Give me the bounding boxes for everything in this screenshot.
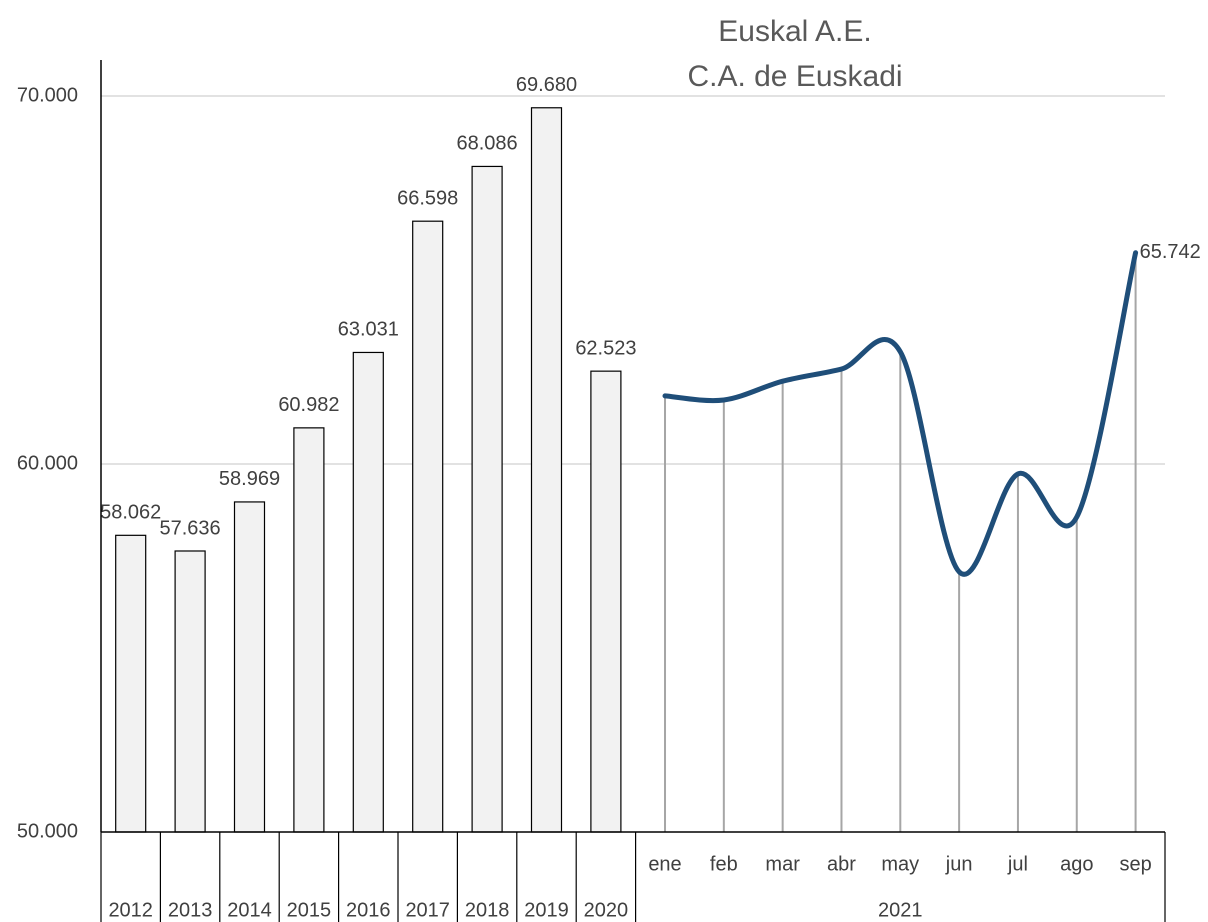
data-label: 57.636: [160, 517, 221, 539]
line-series: [662, 250, 1139, 577]
data-label: 65.742: [1140, 241, 1201, 263]
bar: [530, 107, 563, 833]
bar: [233, 501, 266, 833]
bar: [115, 534, 147, 833]
x-tick-label: 2017: [405, 899, 450, 921]
data-label: 60.982: [278, 394, 339, 416]
bar: [174, 550, 206, 833]
x-tick-label: 2019: [524, 899, 569, 921]
bar: [471, 165, 503, 833]
group-label: 2021: [878, 899, 923, 921]
data-label: 68.086: [457, 133, 518, 155]
x-tick-label: ago: [1060, 853, 1093, 875]
x-tick-label: abr: [827, 853, 856, 875]
data-label: 69.680: [516, 74, 577, 96]
bar: [293, 427, 325, 833]
x-tick-label: mar: [765, 853, 800, 875]
x-tick-label: jun: [945, 853, 973, 875]
x-tick-label: 2013: [168, 899, 213, 921]
data-label: 63.031: [338, 319, 399, 341]
x-tick-label: jul: [1007, 853, 1028, 875]
chart-title: Euskal A.E.: [718, 15, 871, 48]
bar: [590, 370, 622, 833]
x-tick-label: 2016: [346, 899, 391, 921]
bar: [352, 351, 384, 833]
y-tick-label: 60.000: [17, 452, 78, 474]
x-tick-label: 2012: [108, 899, 153, 921]
x-tick-label: may: [881, 853, 919, 875]
x-tick-label: feb: [710, 853, 738, 875]
data-label: 58.062: [100, 502, 161, 524]
data-label: 62.523: [575, 337, 636, 359]
x-tick-label: sep: [1119, 853, 1151, 875]
x-tick-label: ene: [648, 853, 681, 875]
x-tick-label: 2018: [465, 899, 510, 921]
data-label: 66.598: [397, 187, 458, 209]
chart-subtitle: C.A. de Euskadi: [687, 60, 902, 93]
data-label: 58.969: [219, 468, 280, 490]
y-tick-label: 50.000: [17, 820, 78, 842]
x-tick-label: 2014: [227, 899, 272, 921]
x-tick-label: 2015: [287, 899, 332, 921]
y-tick-label: 70.000: [17, 84, 78, 106]
bar: [412, 220, 444, 833]
x-tick-label: 2020: [584, 899, 629, 921]
